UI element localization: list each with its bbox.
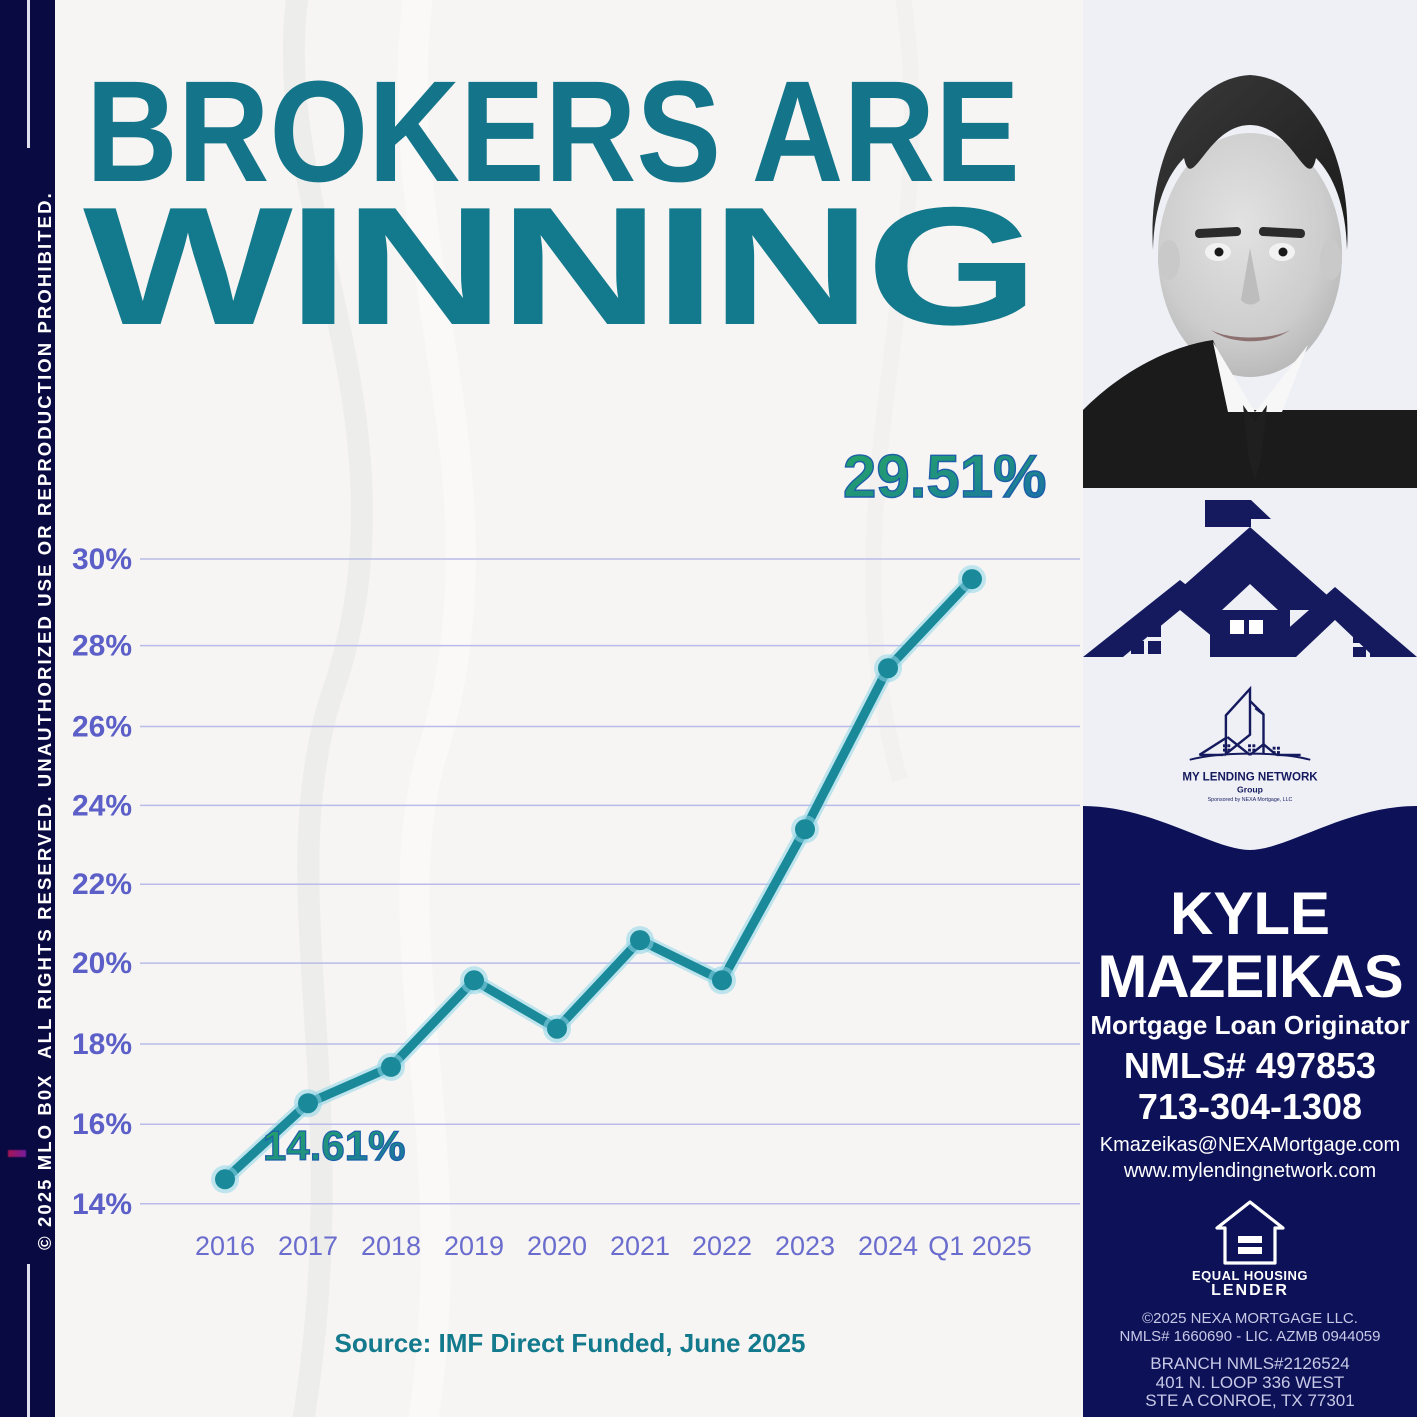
svg-text:24%: 24% [72, 789, 132, 822]
svg-text:2024: 2024 [858, 1231, 918, 1261]
svg-text:2020: 2020 [527, 1231, 587, 1261]
svg-text:Group: Group [1237, 785, 1263, 795]
svg-text:14.61%: 14.61% [263, 1122, 405, 1169]
svg-text:16%: 16% [72, 1108, 132, 1141]
svg-text:2021: 2021 [610, 1231, 670, 1261]
svg-text:20%: 20% [72, 947, 132, 980]
svg-text:26%: 26% [72, 711, 132, 744]
svg-text:2016: 2016 [195, 1231, 255, 1261]
svg-text:2023: 2023 [775, 1231, 835, 1261]
svg-text:2022: 2022 [692, 1231, 752, 1261]
svg-text:18%: 18% [72, 1028, 132, 1061]
svg-text:Q1 2025: Q1 2025 [928, 1231, 1032, 1261]
svg-text:29.51%: 29.51% [843, 443, 1047, 510]
svg-text:2019: 2019 [444, 1231, 504, 1261]
svg-text:2018: 2018 [361, 1231, 421, 1261]
svg-text:30%: 30% [72, 543, 132, 576]
svg-text:14%: 14% [72, 1188, 132, 1221]
svg-text:MY LENDING NETWORK: MY LENDING NETWORK [1182, 771, 1318, 783]
svg-text:22%: 22% [72, 868, 132, 901]
svg-text:2017: 2017 [278, 1231, 338, 1261]
svg-text:Sponsored by NEXA Mortgage, LL: Sponsored by NEXA Mortgage, LLC [1208, 797, 1293, 803]
svg-text:28%: 28% [72, 630, 132, 663]
